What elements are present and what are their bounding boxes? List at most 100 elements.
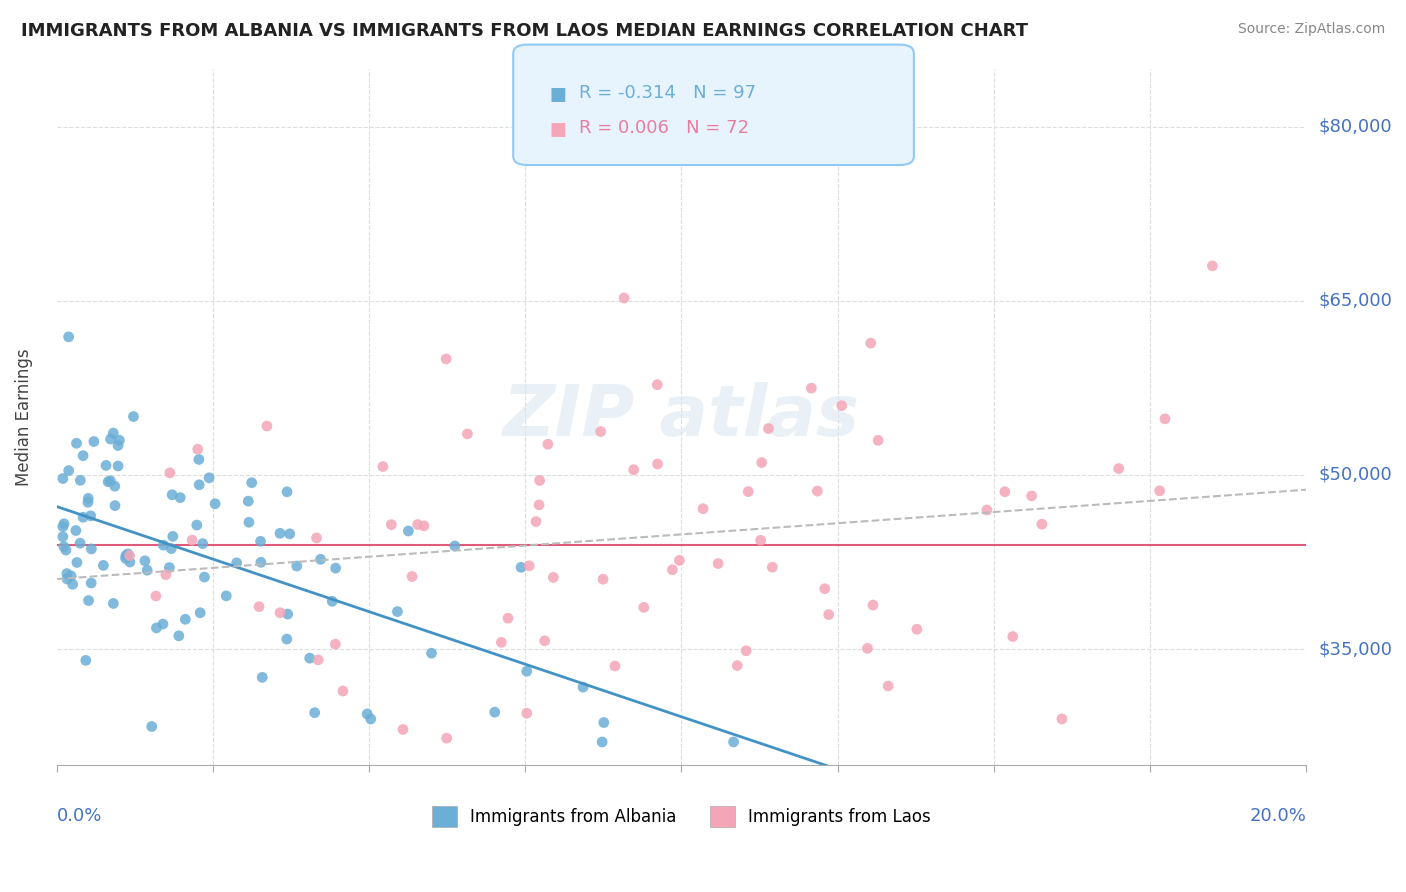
Point (443, 539, 465, 553)
Point (401, 569, 423, 583)
Point (65, 436, 87, 450)
Text: $65,000: $65,000 (1319, 292, 1392, 310)
Point (104, 479, 127, 493)
Point (115, 549, 138, 563)
Point (256, 419, 278, 434)
Point (249, 534, 271, 549)
Point (325, 637, 347, 651)
Point (77, 491, 100, 506)
Point (238, 515, 260, 529)
Point (72, 449, 94, 463)
Point (725, 658, 748, 673)
Point (181, 533, 204, 548)
Point (225, 556, 247, 570)
Point (510, 560, 533, 574)
Text: 0.0%: 0.0% (56, 807, 103, 825)
Point (269, 606, 291, 620)
Point (160, 488, 183, 502)
Point (592, 715, 614, 730)
Point (250, 555, 273, 569)
Point (751, 456, 773, 470)
Point (100, 474, 122, 488)
Point (52, 530, 75, 544)
Point (215, 589, 238, 603)
Point (108, 434, 131, 448)
Point (309, 552, 332, 566)
Point (100, 432, 122, 446)
Point (1154, 412, 1177, 426)
Point (325, 561, 347, 575)
Point (160, 541, 183, 556)
Point (420, 646, 443, 660)
Point (104, 499, 127, 513)
Point (1149, 483, 1171, 498)
Point (157, 560, 180, 574)
Point (529, 474, 551, 488)
Point (976, 503, 998, 517)
Point (856, 641, 879, 656)
Point (83, 434, 105, 449)
Point (141, 719, 163, 733)
Point (80, 576, 103, 591)
Point (491, 635, 513, 649)
Point (692, 501, 714, 516)
Point (516, 665, 538, 679)
Point (592, 572, 614, 586)
Point (80, 541, 103, 556)
Text: ▪: ▪ (548, 78, 567, 107)
Point (118, 549, 141, 563)
Point (77, 593, 100, 607)
Point (496, 611, 519, 625)
Point (516, 706, 538, 721)
Point (252, 670, 274, 684)
Point (877, 679, 900, 693)
Point (52, 471, 75, 485)
Point (162, 529, 184, 543)
Point (456, 426, 478, 441)
Point (413, 519, 436, 533)
Legend: Immigrants from Albania, Immigrants from Laos: Immigrants from Albania, Immigrants from… (425, 800, 938, 833)
Point (188, 606, 211, 620)
Point (905, 622, 928, 636)
Point (278, 526, 301, 541)
Point (103, 597, 125, 611)
Point (285, 559, 308, 574)
Point (191, 536, 214, 550)
Point (380, 517, 402, 532)
Point (52, 519, 75, 533)
Point (527, 498, 550, 512)
Text: R = 0.006   N = 72: R = 0.006 N = 72 (579, 120, 749, 137)
Point (159, 466, 181, 480)
Point (1050, 712, 1073, 726)
Text: $35,000: $35,000 (1319, 640, 1392, 658)
Text: $50,000: $50,000 (1319, 466, 1392, 483)
Point (186, 518, 208, 533)
Point (193, 570, 215, 584)
Point (152, 617, 174, 632)
Point (188, 478, 211, 492)
Point (65, 524, 87, 538)
Point (276, 632, 298, 646)
Point (53, 516, 76, 531)
Point (859, 336, 882, 351)
Point (187, 442, 209, 457)
Point (994, 484, 1017, 499)
Point (75, 653, 97, 667)
Point (145, 589, 167, 603)
Point (277, 607, 299, 621)
Text: $80,000: $80,000 (1319, 118, 1392, 136)
Point (174, 612, 197, 626)
Point (304, 706, 326, 720)
Point (761, 560, 783, 574)
Point (247, 599, 270, 614)
Point (723, 735, 745, 749)
Point (396, 524, 419, 538)
Point (623, 463, 645, 477)
Text: 20.0%: 20.0% (1249, 807, 1306, 825)
Point (307, 653, 329, 667)
Point (434, 351, 457, 366)
Point (122, 409, 145, 424)
Point (524, 515, 547, 529)
Point (735, 644, 758, 658)
Point (60, 569, 83, 583)
